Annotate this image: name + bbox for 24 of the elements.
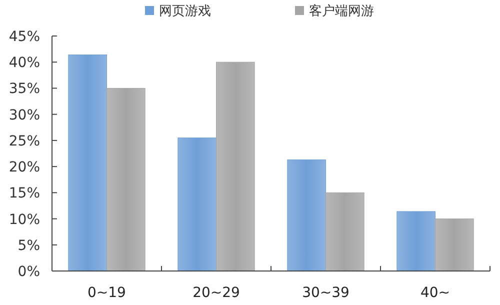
- y-tick-label: 25%: [8, 133, 40, 150]
- y-tick-label: 45%: [8, 29, 40, 45]
- y-tick-label: 0%: [18, 264, 40, 280]
- x-tick-label: 0~19: [88, 285, 126, 301]
- legend-label: 客户端网游: [309, 3, 374, 19]
- bar: [178, 138, 216, 272]
- bar: [435, 218, 474, 272]
- x-tick-label: 40~: [420, 285, 450, 301]
- bar: [68, 54, 107, 272]
- x-tick-label: 20~29: [192, 285, 240, 301]
- x-tick-label: 30~39: [302, 285, 350, 301]
- y-tick-label: 35%: [8, 81, 40, 98]
- bar: [287, 160, 326, 272]
- y-tick-label: 20%: [8, 160, 40, 176]
- legend-label: 网页游戏: [159, 4, 211, 19]
- y-tick-label: 15%: [8, 186, 40, 202]
- y-tick-label: 10%: [8, 212, 40, 228]
- bar: [106, 88, 146, 272]
- bar: [396, 211, 436, 272]
- y-tick-label: 30%: [8, 107, 40, 124]
- bar: [216, 62, 255, 272]
- y-tick-label: 40%: [8, 55, 40, 72]
- y-tick-label: 5%: [18, 238, 40, 254]
- bar: [326, 192, 364, 272]
